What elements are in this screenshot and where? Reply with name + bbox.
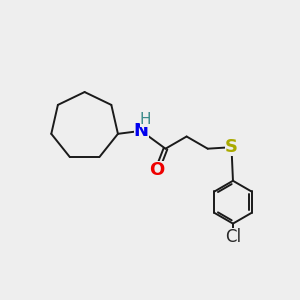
- Text: Cl: Cl: [225, 228, 241, 246]
- Text: N: N: [134, 122, 148, 140]
- Text: S: S: [225, 138, 238, 156]
- Text: H: H: [140, 112, 151, 127]
- Text: O: O: [149, 161, 165, 179]
